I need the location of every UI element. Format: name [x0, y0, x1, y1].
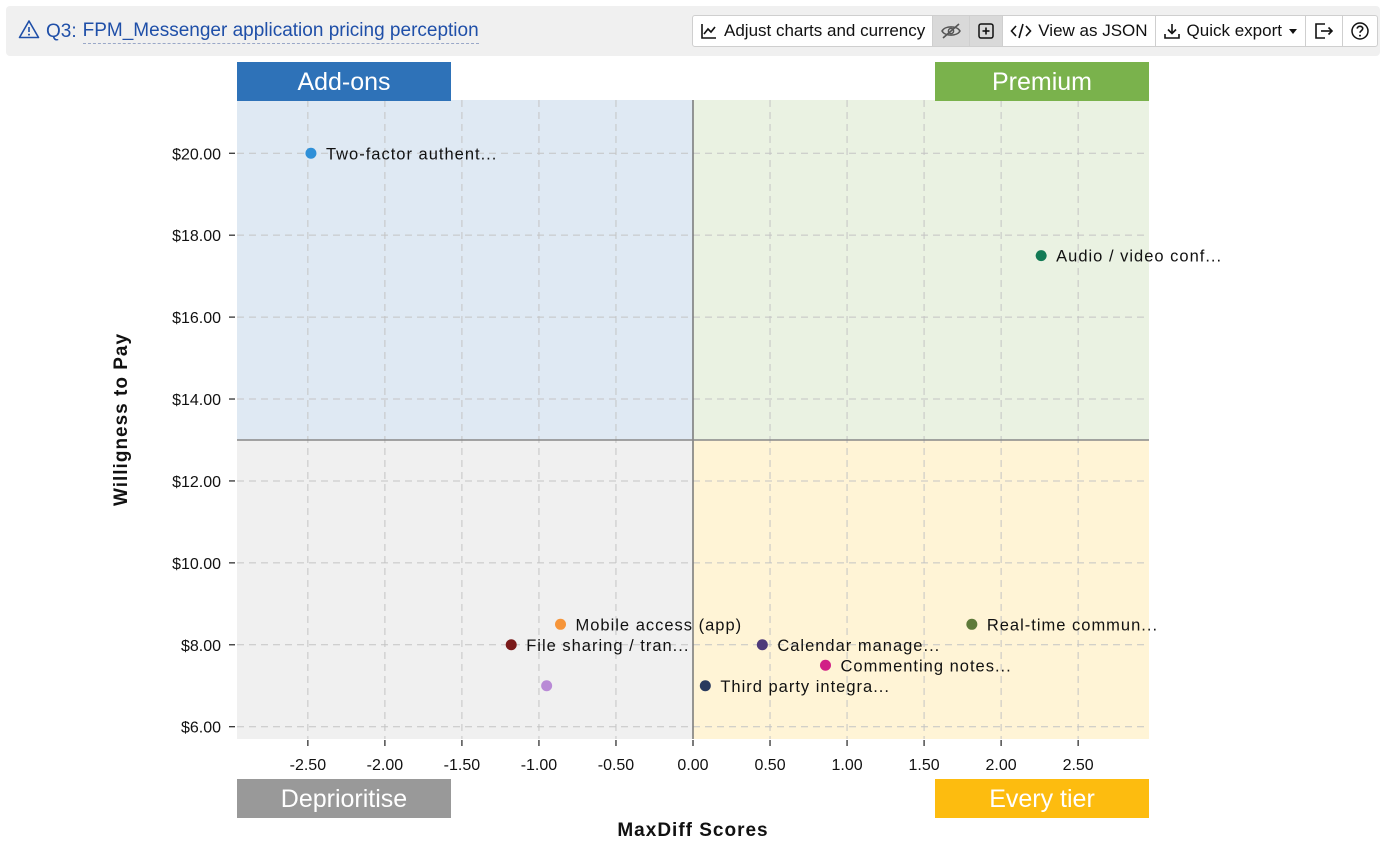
code-icon [1010, 22, 1032, 40]
y-tick-label: $20.00 [172, 146, 221, 163]
x-tick-label: 2.00 [986, 757, 1017, 774]
data-point-label: Commenting notes... [840, 657, 1011, 675]
caret-down-icon [1288, 26, 1298, 36]
x-tick-label: 1.50 [909, 757, 940, 774]
plus-square-icon [977, 22, 995, 40]
download-icon [1163, 22, 1181, 40]
y-axis-title: Willigness to Pay [111, 333, 132, 506]
quadrant-premium [693, 100, 1149, 440]
y-tick-label: $10.00 [172, 556, 221, 573]
adjust-charts-label: Adjust charts and currency [724, 21, 926, 40]
data-point-label: File sharing / tran... [526, 637, 689, 655]
adjust-charts-button[interactable]: Adjust charts and currency [693, 16, 934, 46]
add-chart-button[interactable] [970, 16, 1004, 46]
view-json-label: View as JSON [1038, 21, 1148, 40]
export-file-icon [1313, 21, 1335, 41]
quadrant-add-ons-label: Add-ons [297, 68, 390, 96]
quadrant-every-tier-label: Every tier [989, 785, 1095, 813]
data-point[interactable] [966, 618, 978, 630]
y-tick-label: $8.00 [181, 638, 221, 655]
data-point[interactable] [505, 639, 517, 651]
x-tick-label: -0.50 [598, 757, 635, 774]
data-point[interactable] [699, 680, 711, 692]
y-tick-label: $18.00 [172, 228, 221, 245]
data-point-label: Third party integra... [720, 678, 890, 696]
quadrant-add-ons-box [237, 62, 451, 101]
help-button[interactable] [1343, 16, 1377, 46]
toolbar: Adjust charts and currency View as JSON … [692, 15, 1378, 47]
quadrant-deprioritise [237, 439, 693, 739]
quadrant-deprioritise-box [237, 779, 451, 818]
y-tick-label: $16.00 [172, 310, 221, 327]
data-point[interactable] [1035, 250, 1047, 262]
x-tick-label: -2.50 [290, 757, 327, 774]
eye-slash-icon [940, 22, 962, 40]
chart-header: Q3: FPM_Messenger application pricing pe… [6, 6, 1380, 56]
data-point-label: Mobile access (app) [576, 616, 743, 634]
data-point[interactable] [819, 659, 831, 671]
x-tick-label: 1.00 [831, 757, 862, 774]
data-point-label: Audio / video conf... [1056, 248, 1222, 266]
quadrant-every-tier-box [935, 779, 1149, 818]
chart-title[interactable]: Q3: FPM_Messenger application pricing pe… [18, 19, 479, 45]
x-tick-label: 2.50 [1063, 757, 1094, 774]
x-tick-label: 0.50 [754, 757, 785, 774]
x-axis-title: MaxDiff Scores [617, 820, 768, 841]
data-point-label: Calendar manage... [777, 637, 940, 655]
x-tick-label: -2.00 [367, 757, 404, 774]
x-tick-label: -1.00 [521, 757, 558, 774]
quadrant-deprioritise-label: Deprioritise [281, 785, 407, 813]
toggle-visibility-button[interactable] [933, 16, 971, 46]
question-number: Q3: [46, 21, 77, 42]
question-title[interactable]: FPM_Messenger application pricing percep… [82, 20, 479, 44]
share-button[interactable] [1306, 16, 1343, 46]
x-tick-label: 0.00 [677, 757, 708, 774]
data-point-label: Two-factor authent... [326, 145, 497, 163]
y-tick-label: $12.00 [172, 474, 221, 491]
data-point[interactable] [305, 147, 317, 159]
quadrant-every-tier [693, 439, 1149, 739]
data-point[interactable] [756, 639, 768, 651]
y-tick-label: $6.00 [181, 720, 221, 737]
quick-export-button[interactable]: Quick export [1156, 16, 1306, 46]
quadrant-premium-label: Premium [992, 68, 1092, 96]
data-point[interactable] [541, 680, 553, 692]
data-point[interactable] [555, 618, 567, 630]
y-tick-label: $14.00 [172, 392, 221, 409]
line-chart-icon [700, 22, 718, 40]
view-json-button[interactable]: View as JSON [1003, 16, 1156, 46]
data-point-label: Real-time commun... [987, 616, 1158, 634]
x-tick-label: -1.50 [444, 757, 481, 774]
quadrant-premium-box [935, 62, 1149, 101]
warning-icon [18, 19, 40, 45]
help-icon [1350, 21, 1370, 41]
quick-export-label: Quick export [1186, 21, 1282, 40]
